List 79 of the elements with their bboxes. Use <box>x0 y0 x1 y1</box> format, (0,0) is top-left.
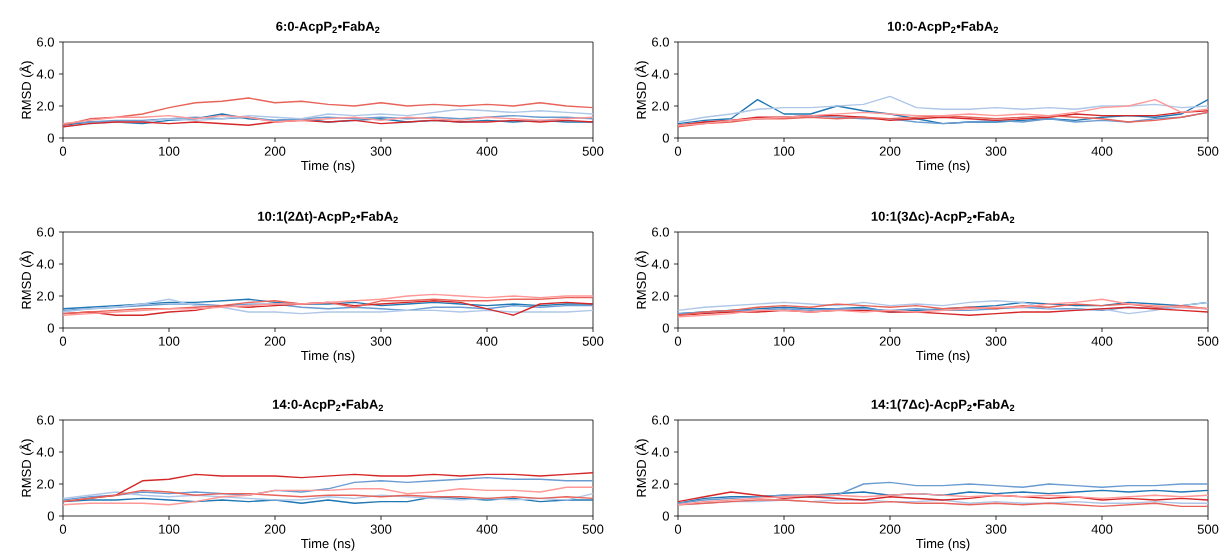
y-tick-label: 6.0 <box>652 227 669 237</box>
line-series <box>63 97 594 126</box>
y-tick-label: 4.0 <box>651 447 669 457</box>
x-tick-label: 200 <box>264 336 286 346</box>
y-tick-label: 0 <box>662 133 669 143</box>
x-tick-label: 300 <box>370 336 392 346</box>
x-axis-title: Time (ns) <box>301 160 355 173</box>
chart-title: 10:1(2Δt)-AcpP$_{2}$•FabA$_{2}$ <box>258 211 398 224</box>
y-tick-label: 0 <box>47 511 54 521</box>
y-axis-title: RMSD (Å) <box>634 61 649 119</box>
x-tick-label: 100 <box>774 524 795 534</box>
x-axis-title: Time (ns) <box>916 538 970 551</box>
y-tick-label: 2.0 <box>37 291 54 301</box>
x-tick-label: 400 <box>476 336 498 346</box>
x-axis-title: Time (ns) <box>916 350 970 363</box>
y-tick-label: 0 <box>47 133 54 143</box>
y-tick-label: 0 <box>662 511 669 521</box>
x-tick-label: 100 <box>159 146 180 156</box>
x-tick-label: 300 <box>985 336 1007 346</box>
x-tick-label: 500 <box>582 524 604 534</box>
x-tick-label: 200 <box>879 336 901 346</box>
chart-title: 14:1(7Δc)-AcpP$_{2}$•FabA$_{2}$ <box>871 399 1015 412</box>
y-tick-label: 6.0 <box>37 227 54 237</box>
y-tick-label: 6.0 <box>37 415 54 425</box>
x-tick-label: 500 <box>582 336 604 346</box>
y-tick-label: 4.0 <box>651 259 669 269</box>
y-tick-label: 2.0 <box>37 101 54 111</box>
y-tick-label: 6.0 <box>652 415 669 425</box>
y-tick-label: 4.0 <box>36 69 54 79</box>
y-tick-label: 2.0 <box>652 101 669 111</box>
y-tick-label: 2.0 <box>37 479 54 489</box>
x-tick-label: 500 <box>1197 524 1219 534</box>
x-tick-label: 0 <box>59 524 67 534</box>
x-tick-label: 100 <box>774 146 795 156</box>
x-tick-label: 0 <box>59 336 67 346</box>
x-tick-label: 100 <box>159 524 180 534</box>
x-tick-label: 300 <box>370 524 392 534</box>
x-tick-label: 0 <box>674 146 682 156</box>
chart-title: 14:0-AcpP$_{2}$•FabA$_{2}$ <box>272 399 384 412</box>
x-axis-title: Time (ns) <box>301 538 355 551</box>
x-tick-label: 500 <box>1197 146 1219 156</box>
y-tick-label: 4.0 <box>36 447 54 457</box>
chart-title: 10:0-AcpP$_{2}$•FabA$_{2}$ <box>887 21 999 34</box>
x-tick-label: 400 <box>476 146 498 156</box>
x-tick-label: 200 <box>264 524 286 534</box>
y-tick-label: 4.0 <box>36 259 54 269</box>
y-tick-label: 4.0 <box>651 69 669 79</box>
x-tick-label: 500 <box>1197 336 1219 346</box>
x-tick-label: 300 <box>985 146 1007 156</box>
x-tick-label: 400 <box>1091 146 1113 156</box>
x-tick-label: 500 <box>582 146 604 156</box>
x-tick-label: 400 <box>1091 524 1113 534</box>
x-tick-label: 400 <box>1091 336 1113 346</box>
x-tick-label: 300 <box>370 146 392 156</box>
x-tick-label: 0 <box>674 524 682 534</box>
y-axis-title: RMSD (Å) <box>19 439 34 497</box>
y-tick-label: 0 <box>47 323 54 333</box>
x-tick-label: 100 <box>159 336 180 346</box>
y-axis-title: RMSD (Å) <box>19 61 34 119</box>
y-tick-label: 0 <box>662 323 669 333</box>
x-axis-title: Time (ns) <box>301 350 355 363</box>
x-axis-title: Time (ns) <box>916 160 970 173</box>
x-tick-label: 300 <box>985 524 1007 534</box>
y-tick-label: 2.0 <box>652 479 669 489</box>
y-axis-title: RMSD (Å) <box>634 251 649 309</box>
x-tick-label: 200 <box>879 524 901 534</box>
y-axis-title: RMSD (Å) <box>19 251 34 309</box>
x-tick-label: 200 <box>264 146 286 156</box>
x-tick-label: 100 <box>774 336 795 346</box>
y-tick-label: 2.0 <box>652 291 669 301</box>
chart-title: 10:1(3Δc)-AcpP$_{2}$•FabA$_{2}$ <box>871 211 1015 224</box>
y-axis-title: RMSD (Å) <box>634 439 649 497</box>
x-tick-label: 0 <box>674 336 682 346</box>
y-tick-label: 6.0 <box>37 37 54 47</box>
x-tick-label: 400 <box>476 524 498 534</box>
y-tick-label: 6.0 <box>652 37 669 47</box>
chart-title: 6:0-AcpP$_{2}$•FabA$_{2}$ <box>276 21 380 34</box>
x-tick-label: 0 <box>59 146 67 156</box>
x-tick-label: 200 <box>879 146 901 156</box>
